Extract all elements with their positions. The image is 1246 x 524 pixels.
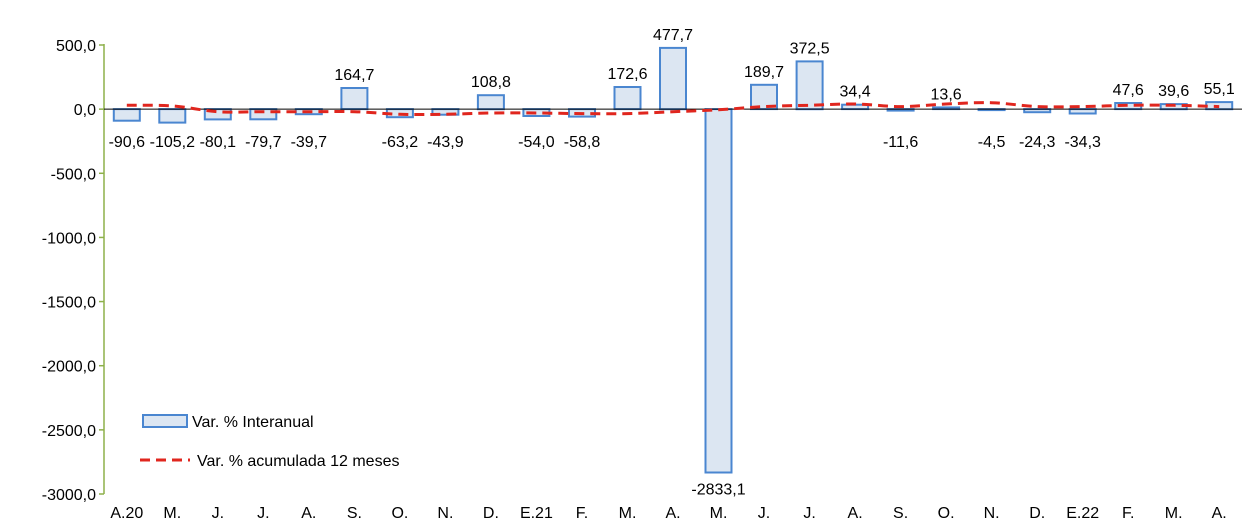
bar-data-label: 172,6 <box>607 66 647 83</box>
bar <box>613 86 642 111</box>
x-tick-label: A.20 <box>110 505 143 522</box>
bar <box>158 108 187 124</box>
bar-data-label: -39,7 <box>291 134 328 151</box>
bar-data-label: -79,7 <box>245 134 282 151</box>
bar-data-label: 189,7 <box>744 64 784 81</box>
axes-group: 500,0 0,0 -500,0 -1000,0 -1500,0 -2000,0 -2500… <box>42 38 1242 522</box>
bar-data-label: 55,1 <box>1204 81 1235 98</box>
legend-bar-swatch <box>142 414 188 428</box>
y-tick-label: -1500,0 <box>42 295 96 312</box>
bar <box>112 108 141 122</box>
x-tick-label: M. <box>619 505 637 522</box>
line-series-group <box>126 101 1220 117</box>
y-tick-label: -2000,0 <box>42 359 96 376</box>
bar-data-label: -11,6 <box>883 134 918 151</box>
bar-data-label: -58,8 <box>564 134 601 151</box>
x-tick-label: M. <box>1165 505 1183 522</box>
x-tick-label: F. <box>576 505 588 522</box>
x-tick-label: A. <box>301 505 316 522</box>
x-tick-label: A. <box>665 505 680 522</box>
bar <box>340 87 369 111</box>
bar-data-label: -43,9 <box>427 134 464 151</box>
x-tick-label: S. <box>347 505 362 522</box>
x-tick-label: D. <box>1029 505 1045 522</box>
x-tick-label: J. <box>803 505 815 522</box>
bar-data-label: -63,2 <box>382 134 419 151</box>
bar <box>1068 108 1097 115</box>
x-tick-label: A. <box>848 505 863 522</box>
bar-data-label: 13,6 <box>931 86 962 103</box>
x-tick-label: J. <box>758 505 770 522</box>
x-tick-label: M. <box>710 505 728 522</box>
y-tick-label: 500,0 <box>56 38 96 55</box>
bar <box>659 46 687 111</box>
bar <box>476 94 505 111</box>
x-tick-label: E.22 <box>1066 505 1099 522</box>
bar-data-label: 372,5 <box>790 40 830 57</box>
x-tick-label: A. <box>1212 505 1227 522</box>
bar-data-label: 39,6 <box>1158 83 1189 100</box>
x-tick-label: N. <box>984 505 1000 522</box>
line-series-accumulated <box>126 101 1220 117</box>
y-tick-label: -1000,0 <box>42 230 96 247</box>
bar-data-label: -4,5 <box>978 134 1006 151</box>
data-labels-group: -90,6 -105,2 -80,1 -79,7 -39,7 164,7 -63,2 -43,… <box>109 27 1235 499</box>
legend-label-line: Var. % acumulada 12 meses <box>197 453 399 470</box>
bar-data-label: -90,6 <box>109 134 146 151</box>
bar-data-label: 47,6 <box>1113 82 1144 99</box>
x-tick-label: M. <box>163 505 181 522</box>
bar-data-label: 164,7 <box>334 67 374 84</box>
bar-data-label: -34,3 <box>1064 134 1101 151</box>
y-tick-label: -2500,0 <box>42 423 96 440</box>
y-tick-label: 0,0 <box>74 102 96 119</box>
bar-data-label: -80,1 <box>200 134 237 151</box>
y-tick-label: -3000,0 <box>42 487 96 504</box>
legend-label-bar: Var. % Interanual <box>192 414 314 431</box>
x-tick-label: J. <box>212 505 224 522</box>
x-tick-label: E.21 <box>520 505 553 522</box>
y-tick-label: -500,0 <box>51 166 96 183</box>
bar-data-label: -105,2 <box>150 134 195 151</box>
bar-data-label: -2833,1 <box>691 482 745 499</box>
bar-data-label: 34,4 <box>840 84 871 101</box>
legend: Var. % Interanual Var. % acumulada 12 me… <box>140 414 399 470</box>
x-tick-label: J. <box>257 505 269 522</box>
x-tick-label: O. <box>391 505 408 522</box>
x-tick-label: N. <box>437 505 453 522</box>
x-tick-label: D. <box>483 505 499 522</box>
bar-data-label: -24,3 <box>1019 134 1056 151</box>
bar-data-label: 108,8 <box>471 74 511 91</box>
bar-data-label: 477,7 <box>653 27 693 44</box>
bar <box>795 60 824 111</box>
bar-data-label: -54,0 <box>518 134 555 151</box>
bar <box>704 108 733 474</box>
x-tick-label: O. <box>938 505 955 522</box>
x-tick-label: S. <box>893 505 908 522</box>
x-tick-label: F. <box>1122 505 1134 522</box>
